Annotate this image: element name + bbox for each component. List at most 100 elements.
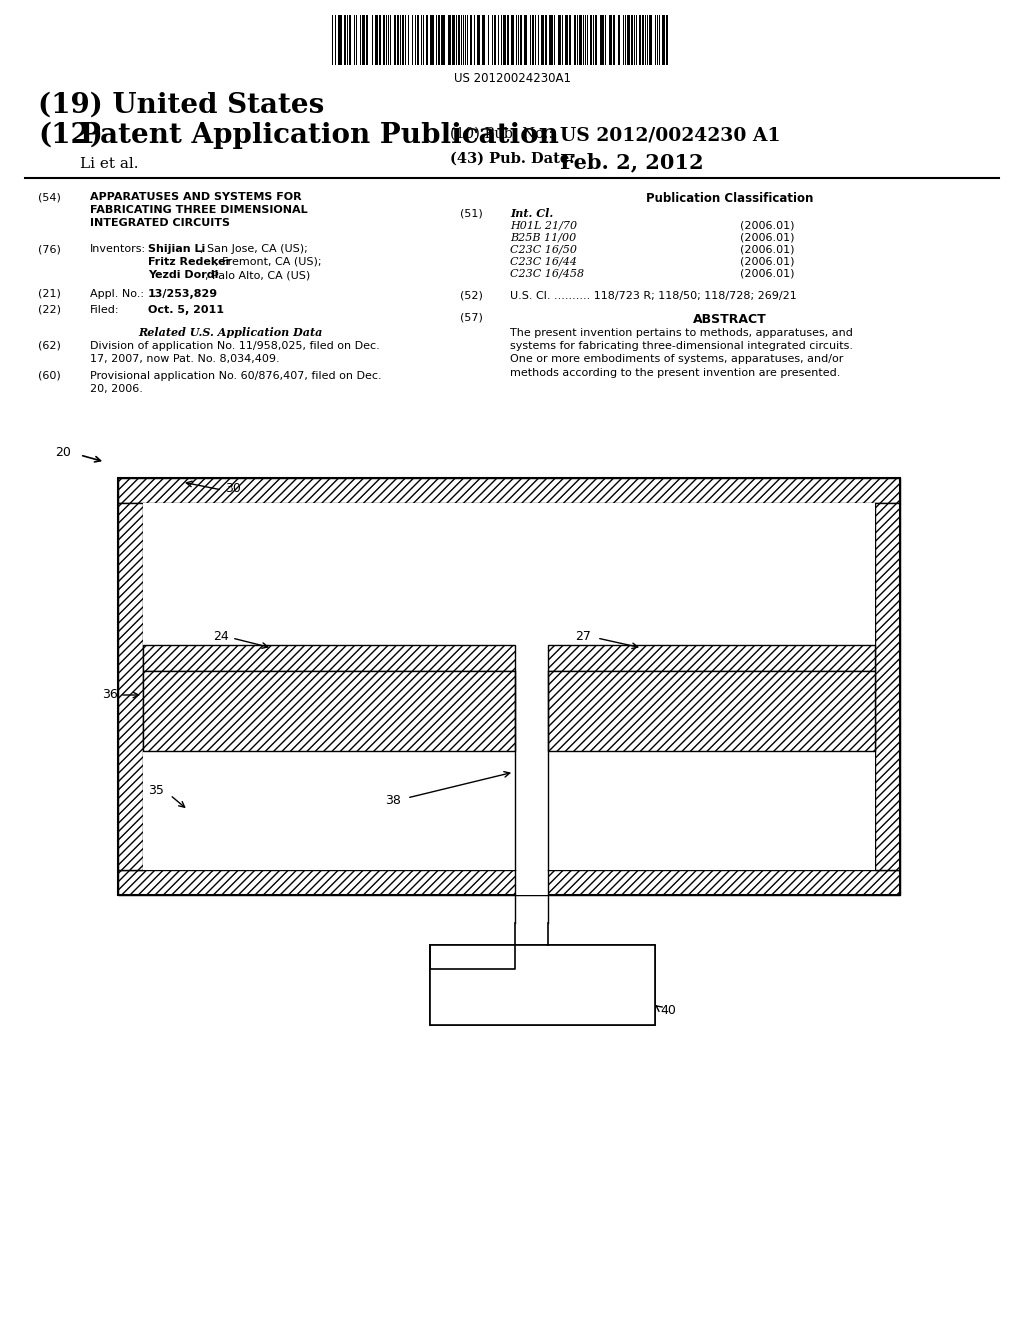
- Bar: [430, 15, 434, 65]
- Text: (57): (57): [460, 313, 483, 323]
- Text: 30: 30: [225, 482, 241, 495]
- Bar: [548, 671, 874, 751]
- Bar: [613, 15, 615, 65]
- Bar: [507, 15, 509, 65]
- Bar: [118, 870, 900, 895]
- Bar: [520, 15, 522, 65]
- Bar: [618, 15, 620, 65]
- Text: APPARATUSES AND SYSTEMS FOR
FABRICATING THREE DIMENSIONAL
INTEGRATED CIRCUITS: APPARATUSES AND SYSTEMS FOR FABRICATING …: [90, 191, 307, 228]
- Text: C23C 16/50: C23C 16/50: [510, 246, 577, 255]
- Bar: [494, 15, 496, 65]
- Bar: [470, 15, 472, 65]
- Bar: [565, 15, 568, 65]
- Bar: [595, 15, 597, 65]
- Bar: [515, 870, 548, 895]
- Bar: [631, 15, 633, 65]
- Text: Provisional application No. 60/876,407, filed on Dec.
20, 2006.: Provisional application No. 60/876,407, …: [90, 371, 382, 395]
- Text: Int. Cl.: Int. Cl.: [510, 209, 553, 219]
- Bar: [362, 15, 365, 65]
- Bar: [426, 15, 428, 65]
- Text: , San Jose, CA (US);: , San Jose, CA (US);: [200, 244, 308, 253]
- Text: (2006.01): (2006.01): [740, 257, 795, 267]
- Text: (2006.01): (2006.01): [740, 246, 795, 255]
- Bar: [344, 15, 346, 65]
- Bar: [349, 15, 351, 65]
- Bar: [666, 15, 668, 65]
- Bar: [430, 945, 655, 1026]
- Text: Feb. 2, 2012: Feb. 2, 2012: [560, 152, 703, 172]
- Bar: [590, 15, 592, 65]
- Bar: [438, 15, 440, 65]
- Bar: [143, 645, 515, 671]
- Text: H01L 21/70: H01L 21/70: [510, 220, 578, 231]
- Text: US 20120024230A1: US 20120024230A1: [454, 73, 570, 84]
- Bar: [402, 15, 404, 65]
- Text: (2006.01): (2006.01): [740, 234, 795, 243]
- Bar: [417, 15, 419, 65]
- Text: , Fremont, CA (US);: , Fremont, CA (US);: [215, 257, 322, 267]
- Text: C23C 16/458: C23C 16/458: [510, 269, 584, 279]
- Bar: [383, 15, 385, 65]
- Text: Shijian Li: Shijian Li: [148, 244, 205, 253]
- Bar: [143, 671, 515, 751]
- Text: (10) Pub. No.:: (10) Pub. No.:: [450, 127, 553, 141]
- Bar: [503, 15, 506, 65]
- Bar: [639, 15, 641, 65]
- Bar: [397, 15, 399, 65]
- Text: (60): (60): [38, 371, 60, 381]
- Bar: [874, 503, 900, 870]
- Text: (2006.01): (2006.01): [740, 220, 795, 231]
- Text: (19) United States: (19) United States: [38, 92, 325, 119]
- Text: Fritz Redeker: Fritz Redeker: [148, 257, 231, 267]
- Text: ABSTRACT: ABSTRACT: [693, 313, 767, 326]
- Text: (51): (51): [460, 209, 482, 218]
- Text: Publication Classification: Publication Classification: [646, 191, 814, 205]
- Text: 40: 40: [660, 1003, 676, 1016]
- Bar: [477, 15, 480, 65]
- Text: 27: 27: [575, 630, 591, 643]
- Text: (12): (12): [38, 121, 102, 149]
- Text: 24: 24: [213, 630, 228, 643]
- Text: Appl. No.:: Appl. No.:: [90, 289, 144, 300]
- Text: U.S. Cl. .......... 118/723 R; 118/50; 118/728; 269/21: U.S. Cl. .......... 118/723 R; 118/50; 1…: [510, 290, 797, 301]
- Text: Patent Application Publication: Patent Application Publication: [80, 121, 559, 149]
- Bar: [449, 15, 451, 65]
- Bar: [375, 15, 378, 65]
- Text: (43) Pub. Date:: (43) Pub. Date:: [450, 152, 574, 166]
- Text: B25B 11/00: B25B 11/00: [510, 234, 577, 243]
- Text: 36: 36: [102, 689, 118, 701]
- Bar: [579, 15, 582, 65]
- Bar: [482, 15, 485, 65]
- Bar: [338, 15, 342, 65]
- Text: (2006.01): (2006.01): [740, 269, 795, 279]
- Text: 35: 35: [148, 784, 164, 796]
- Bar: [545, 15, 547, 65]
- Bar: [541, 15, 544, 65]
- Bar: [118, 503, 143, 870]
- Text: US 2012/0024230 A1: US 2012/0024230 A1: [560, 127, 780, 145]
- Text: (76): (76): [38, 244, 60, 253]
- Bar: [458, 15, 460, 65]
- Text: Division of application No. 11/958,025, filed on Dec.
17, 2007, now Pat. No. 8,0: Division of application No. 11/958,025, …: [90, 341, 380, 364]
- Text: Related U.S. Application Data: Related U.S. Application Data: [138, 327, 323, 338]
- Text: (52): (52): [460, 290, 483, 301]
- Text: The present invention pertains to methods, apparatuses, and
systems for fabricat: The present invention pertains to method…: [510, 327, 853, 378]
- Text: (21): (21): [38, 289, 60, 300]
- Bar: [379, 15, 381, 65]
- Text: Filed:: Filed:: [90, 305, 120, 315]
- Text: 13/253,829: 13/253,829: [148, 289, 218, 300]
- Bar: [574, 15, 575, 65]
- Text: (54): (54): [38, 191, 60, 202]
- Bar: [524, 15, 527, 65]
- Bar: [642, 15, 644, 65]
- Bar: [118, 478, 900, 503]
- Bar: [511, 15, 514, 65]
- Bar: [549, 15, 553, 65]
- Text: 20: 20: [55, 446, 71, 458]
- Bar: [394, 15, 396, 65]
- Text: Li et al.: Li et al.: [80, 157, 138, 172]
- Text: , Palo Alto, CA (US): , Palo Alto, CA (US): [205, 271, 310, 280]
- Bar: [452, 15, 455, 65]
- Bar: [441, 15, 445, 65]
- Bar: [569, 15, 571, 65]
